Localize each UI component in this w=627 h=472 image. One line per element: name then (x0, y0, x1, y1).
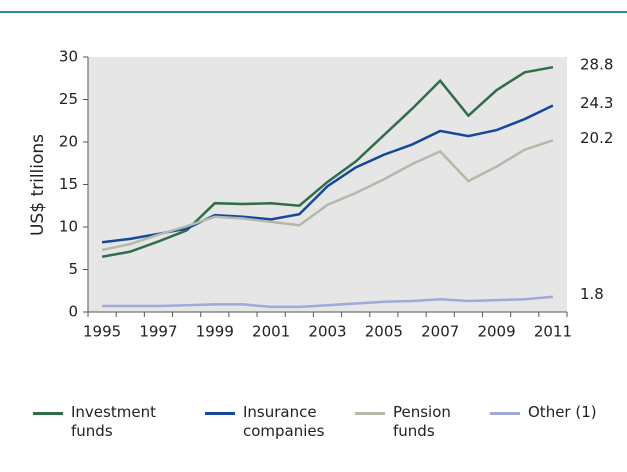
y-tick-label: 25 (59, 90, 78, 108)
legend-swatch (205, 412, 235, 415)
x-tick-label: 2005 (365, 323, 403, 341)
legend-label: Other (1) (528, 403, 597, 421)
series-line (102, 295, 554, 309)
x-tick-label: 2003 (308, 323, 346, 341)
y-tick-label: 0 (68, 303, 78, 321)
y-tick-label: 30 (59, 48, 78, 66)
y-tick-label: 20 (59, 133, 78, 151)
legend-item: Investment funds (33, 403, 173, 441)
y-tick-label: 10 (59, 218, 78, 236)
x-tick-label: 2007 (421, 323, 459, 341)
legend-label: Insurance companies (243, 403, 325, 440)
x-tick-label: 1997 (139, 323, 177, 341)
legend-swatch (490, 412, 520, 415)
x-tick-label: 1995 (83, 323, 121, 341)
x-tick-label: 2001 (252, 323, 290, 341)
x-tick-label: 2009 (477, 323, 515, 341)
y-tick-label: 15 (59, 175, 78, 193)
series-line (101, 104, 554, 244)
x-tick-label: 1999 (196, 323, 234, 341)
legend-label: Investment funds (71, 403, 156, 440)
end-value-label: 28.8 (580, 56, 613, 74)
x-tick-label: 2011 (534, 323, 572, 341)
legend-label: Pension funds (393, 403, 451, 440)
series-line (101, 65, 554, 258)
y-tick-label: 5 (68, 260, 78, 278)
end-value-label: 1.8 (580, 285, 604, 303)
legend-item: Pension funds (355, 403, 465, 441)
plot-area (88, 57, 567, 312)
y-axis-label: US$ trillions (28, 134, 48, 236)
end-value-label: 24.3 (580, 94, 613, 112)
legend-swatch (33, 412, 63, 415)
end-value-label: 20.2 (580, 129, 613, 147)
legend-item: Other (1) (490, 403, 597, 422)
legend-item: Insurance companies (205, 403, 335, 441)
series-line (101, 139, 554, 252)
legend-swatch (355, 412, 385, 415)
